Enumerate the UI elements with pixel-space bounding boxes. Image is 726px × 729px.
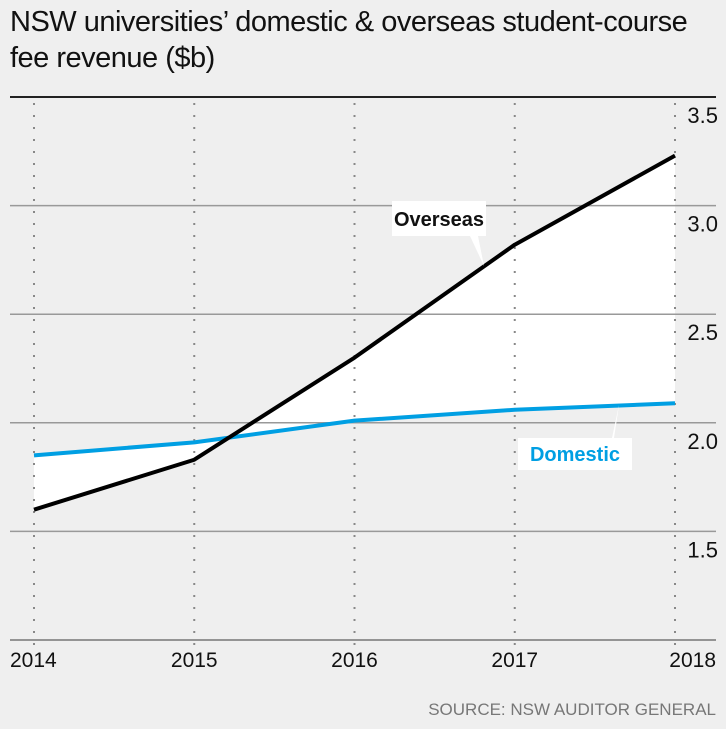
- chart-title: NSW universities’ domestic & overseas st…: [10, 6, 688, 74]
- domestic-label-box: [518, 405, 632, 470]
- y-tick-label: 3.0: [687, 212, 718, 237]
- x-tick-label: 2017: [491, 649, 538, 672]
- x-tick-label: 2016: [331, 649, 378, 672]
- y-tick-label: 2.0: [687, 429, 718, 454]
- legend-label-overseas: Overseas: [394, 209, 484, 231]
- y-tick-label: 1.5: [687, 537, 718, 562]
- overseas-label-box: [392, 201, 486, 266]
- source-note: SOURCE: NSW AUDITOR GENERAL: [428, 700, 716, 719]
- x-tick-label: 2014: [10, 649, 57, 672]
- legend-label-domestic: Domestic: [530, 444, 620, 466]
- y-tick-label: 2.5: [687, 320, 718, 345]
- y-tick-label: 3.5: [687, 103, 718, 128]
- x-tick-label: 2018: [669, 649, 716, 672]
- x-tick-label: 2015: [171, 649, 218, 672]
- area-between-series: [34, 155, 675, 510]
